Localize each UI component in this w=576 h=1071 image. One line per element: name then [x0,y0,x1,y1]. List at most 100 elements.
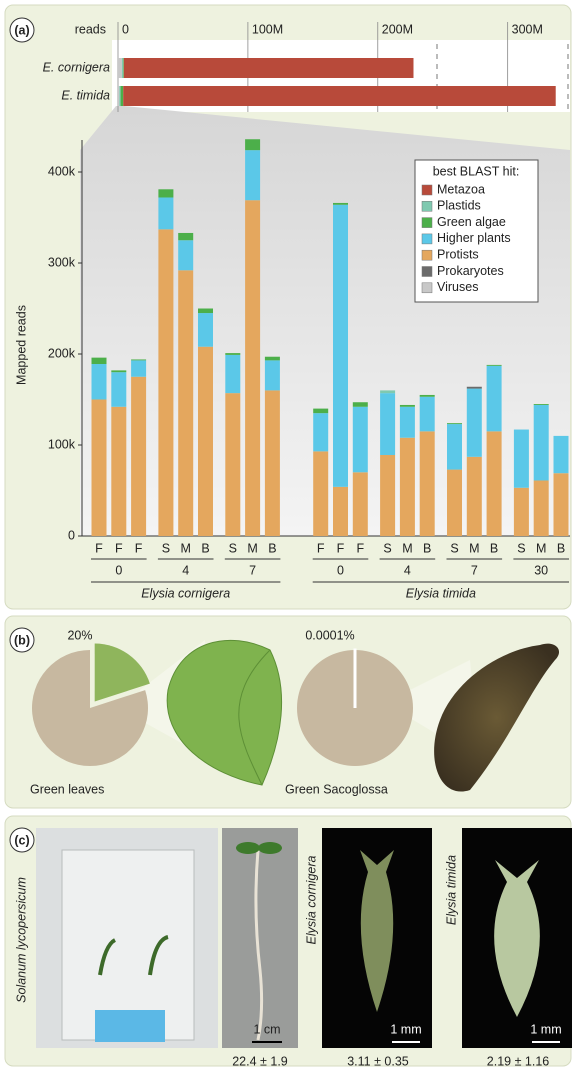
pie-caption: Green Sacoglossa [285,782,388,796]
scale-label: 1 mm [530,1022,561,1036]
y-axis-label: Mapped reads [14,305,28,385]
bar-segment [92,364,107,399]
bar-segment [225,355,240,393]
scale-label: 1 cm [253,1022,280,1036]
measurement: 2.19 ± 1.16 [487,1054,550,1068]
bar-segment [245,139,260,150]
bar-segment [400,407,415,438]
bar-segment [178,270,193,536]
cotyledon [258,842,282,854]
x-tick-label: S [383,541,391,555]
legend-swatch [422,201,432,211]
bar-segment [514,430,529,488]
bar-segment [554,436,569,473]
photo-label: Elysia timida [444,855,458,925]
bar-segment [313,409,328,414]
group-label: 7 [249,563,256,577]
bar-segment [420,431,435,536]
bar-segment [123,86,556,106]
x-tick-label: 300M [512,22,543,36]
legend-swatch [422,185,432,195]
bar-segment [118,58,122,78]
cotyledon [236,842,260,854]
x-tick-label: 200M [382,22,413,36]
legend-title: best BLAST hit: [433,164,520,178]
bar-segment [131,360,146,376]
bar-segment [400,405,415,407]
bar-segment [92,400,107,537]
x-tick-label: F [95,541,103,555]
x-tick-label: B [557,541,565,555]
x-tick-label: 0 [122,22,129,36]
x-tick-label: M [536,541,546,555]
legend-swatch [422,267,432,277]
legend-label: Viruses [437,280,478,294]
bar-segment [534,405,549,481]
bar-segment [225,353,240,355]
legend-swatch [422,283,432,293]
bar-segment [333,205,348,487]
legend-label: Green algae [437,215,506,229]
bar-segment [420,395,435,397]
x-tick-label: B [490,541,498,555]
group-label: 4 [182,563,189,577]
pie-label: 20% [67,628,92,642]
group-label: 0 [337,563,344,577]
measurement: 22.4 ± 1.9 [232,1054,288,1068]
bar-segment [534,404,549,405]
x-tick-label: B [268,541,276,555]
legend-label: Prokaryotes [437,264,504,278]
bar-segment [467,389,482,457]
species-label: Elysia timida [406,586,476,600]
panel-label: (c) [14,833,29,847]
x-tick-label: F [337,541,345,555]
legend-swatch [422,250,432,260]
y-tick-label: 400k [48,164,76,178]
x-tick-label: M [180,541,190,555]
bar-segment [118,86,119,106]
bar-segment [534,480,549,536]
bar-segment [111,372,126,407]
bar-segment [467,387,482,389]
bar-segment [514,488,529,536]
bar-segment [487,365,502,366]
y-tick-label: 200k [48,346,76,360]
bar-segment [420,397,435,432]
bar-segment [487,431,502,536]
x-tick-label: M [469,541,479,555]
bar-segment [380,390,395,393]
pie-label: 0.0001% [305,628,354,642]
bar-segment [333,487,348,536]
bar-segment [178,240,193,270]
bar-segment [353,407,368,473]
bar-segment [380,393,395,455]
bar-segment [265,360,280,390]
y-tick-label: 0 [68,528,75,542]
figure: (a) reads Mapped reads best BLAST hit: (… [0,0,576,1071]
bar-segment [313,451,328,536]
pie-caption: Green leaves [30,782,104,796]
bar-segment [447,423,462,424]
bar-segment [380,455,395,536]
bar-segment [122,58,123,78]
legend-label: Metazoa [437,182,485,196]
bar-segment [353,402,368,407]
y-tick-label: 300k [48,255,76,269]
panel-label: (a) [14,23,29,37]
bar-segment [313,413,328,451]
category-label: E. timida [61,88,110,102]
x-tick-label: F [115,541,123,555]
bar-segment [265,357,280,361]
bar-segment [198,313,213,347]
bar-segment [265,390,280,536]
x-tick-label: F [317,541,325,555]
tag [95,1010,165,1042]
bar-segment [123,58,124,78]
legend-swatch [422,218,432,228]
bar-segment [178,233,193,240]
x-tick-label: F [135,541,143,555]
bar-segment [131,377,146,536]
bar-segment [111,370,126,372]
photo-label: Solanum lycopersicum [14,877,28,1003]
photo-label: Elysia cornigera [304,855,318,944]
